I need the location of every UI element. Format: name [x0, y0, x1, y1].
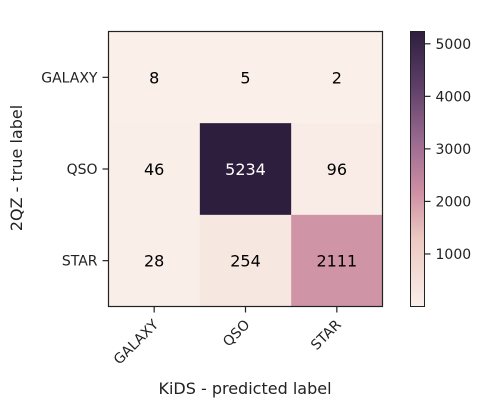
x-tick-label: GALAXY	[111, 317, 162, 368]
heatmap-cell-star-galaxy	[108, 214, 201, 307]
heatmap-cells	[108, 31, 383, 307]
colorbar	[410, 31, 425, 307]
y-axis-label: 2QZ - true label	[7, 105, 26, 231]
colorbar-tick-label: 1000	[436, 247, 472, 263]
cell-value-label: 46	[144, 160, 164, 179]
heatmap-cell-star-qso	[199, 214, 292, 307]
y-tick-label: QSO	[67, 162, 98, 178]
heatmap-cell-qso-star	[291, 123, 383, 216]
x-tick-label: STAR	[308, 317, 345, 354]
cell-value-label: 254	[230, 252, 261, 271]
colorbar-tick-label: 3000	[436, 142, 472, 158]
x-axis-ticks: GALAXY QSO STAR	[111, 306, 345, 368]
x-tick-label: QSO	[220, 317, 253, 350]
cell-value-label: 8	[149, 68, 159, 87]
heatmap-cell-galaxy-galaxy	[108, 31, 201, 124]
colorbar-ticks: 1000 2000 3000 4000 5000	[424, 37, 472, 263]
cell-value-label: 5234	[225, 160, 266, 179]
cell-value-label: 96	[327, 160, 347, 179]
colorbar-tick-label: 2000	[436, 194, 472, 210]
heatmap-cell-qso-qso	[199, 123, 292, 216]
y-axis-ticks: GALAXY QSO STAR	[41, 70, 109, 270]
colorbar-tick-label: 5000	[436, 37, 472, 53]
cell-value-label: 5	[240, 68, 250, 87]
heatmap-cell-star-star	[291, 214, 383, 307]
x-axis-label: KiDS - predicted label	[158, 379, 331, 398]
heatmap-cell-galaxy-star	[291, 31, 383, 124]
colorbar-tick-label: 4000	[436, 89, 472, 105]
heatmap-cell-qso-galaxy	[108, 123, 201, 216]
cell-value-label: 28	[144, 252, 164, 271]
y-tick-label: STAR	[62, 254, 98, 270]
heatmap-cell-galaxy-qso	[199, 31, 292, 124]
y-tick-label: GALAXY	[41, 70, 98, 86]
cell-value-labels: 8 5 2 46 5234 96 28 254 2111	[144, 68, 357, 270]
cell-value-label: 2	[332, 68, 342, 87]
cell-value-label: 2111	[316, 252, 357, 271]
